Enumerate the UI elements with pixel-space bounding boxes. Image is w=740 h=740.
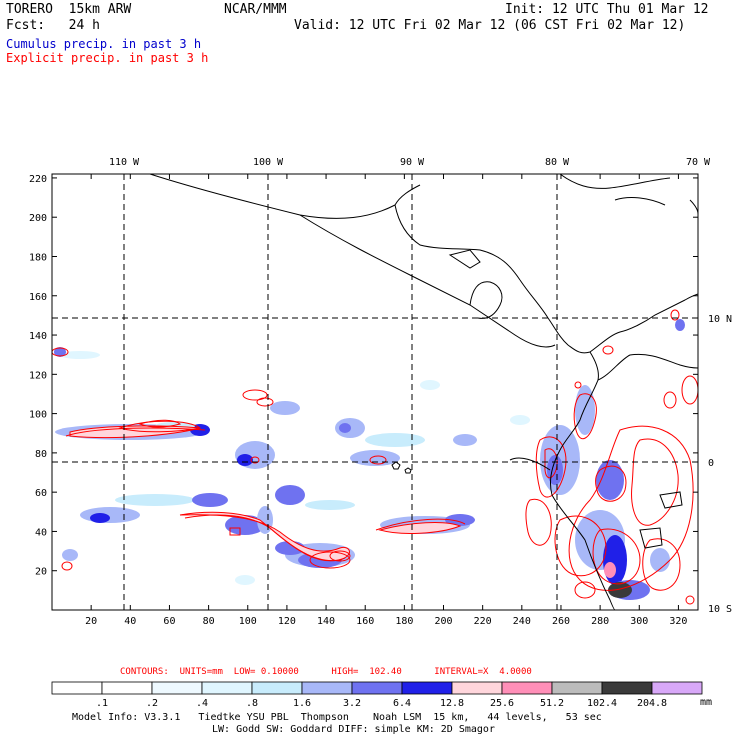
y-tick-label: 40 <box>35 527 47 538</box>
x-tick-label: 160 <box>356 616 374 627</box>
x-tick-label: 260 <box>552 616 570 627</box>
y-tick-label: 160 <box>29 292 47 303</box>
latitude-label: 10 S <box>708 604 732 615</box>
y-tick-label: 200 <box>29 213 47 224</box>
x-tick-label: 40 <box>124 616 136 627</box>
latitude-label: 10 N <box>708 314 732 325</box>
colorbar: .1 .2 .4 .8 1.6 3.2 6.4 12.8 25.6 51.2 102.4 204.8 <box>51 681 703 709</box>
model-info: Model Info: V3.3.1 Tiedtke YSU PBL Thomp… <box>72 712 602 723</box>
colorbar-threshold-label: 3.2 <box>343 698 361 709</box>
colorbar-swatch <box>401 681 453 695</box>
latitude-label: 0 <box>708 458 714 469</box>
longitude-labels: 110 W 100 W 90 W 80 W 70 W <box>109 157 711 168</box>
explicit-precip-field <box>52 309 698 605</box>
longitude-label: 90 W <box>400 157 425 168</box>
colorbar-threshold-label: 51.2 <box>540 698 564 709</box>
y-tick-label: 60 <box>35 488 47 499</box>
colorbar-units: mm <box>700 697 712 708</box>
longitude-label: 80 W <box>545 157 570 168</box>
x-tick-label: 320 <box>669 616 687 627</box>
valid-time: Valid: 12 UTC Fri 02 Mar 12 (06 CST Fri … <box>294 18 686 33</box>
latitude-labels: 10 N 0 10 S <box>708 314 732 615</box>
init-time: Init: 12 UTC Thu 01 Mar 12 <box>505 2 709 17</box>
graticule <box>52 174 698 610</box>
longitude-label: 110 W <box>109 157 140 168</box>
colorbar-threshold-label: .2 <box>146 698 158 709</box>
y-tick-label: 180 <box>29 252 47 263</box>
x-tick-label: 240 <box>513 616 531 627</box>
x-tick-label: 180 <box>395 616 413 627</box>
y-tick-label: 140 <box>29 331 47 342</box>
x-tick-label: 100 <box>239 616 257 627</box>
colorbar-swatch <box>51 681 103 695</box>
y-tick-label: 120 <box>29 370 47 381</box>
colorbar-swatch <box>551 681 603 695</box>
colorbar-swatch <box>451 681 503 695</box>
x-tick-label: 280 <box>591 616 609 627</box>
x-tick-label: 200 <box>434 616 452 627</box>
colorbar-threshold-label: 25.6 <box>490 698 514 709</box>
colorbar-threshold-label: 102.4 <box>587 698 617 709</box>
physics-info: LW: Godd SW: Goddard DIFF: simple KM: 2D… <box>212 724 495 735</box>
colorbar-threshold-label: 12.8 <box>440 698 464 709</box>
x-tick-label: 140 <box>317 616 335 627</box>
x-tick-label: 220 <box>474 616 492 627</box>
colorbar-swatch <box>301 681 353 695</box>
explicit-legend: Explicit precip. in past 3 h <box>6 51 209 65</box>
x-tick-label: 60 <box>163 616 175 627</box>
x-axis-ticks: 20 40 60 80 100 120 140 160 180 200 220 240 260 280 30… <box>85 174 687 627</box>
coastlines <box>149 174 698 610</box>
colorbar-swatch <box>601 681 653 695</box>
colorbar-swatch <box>101 681 153 695</box>
colorbar-swatch <box>501 681 553 695</box>
agency-label: NCAR/MMM <box>224 2 287 17</box>
longitude-label: 70 W <box>686 157 711 168</box>
colorbar-threshold-label: .4 <box>196 698 208 709</box>
y-tick-label: 80 <box>35 449 47 460</box>
x-tick-label: 80 <box>203 616 215 627</box>
forecast-hour: Fcst: 24 h <box>6 18 100 33</box>
colorbar-swatch <box>651 681 703 695</box>
colorbar-swatch <box>351 681 403 695</box>
colorbar-threshold-label: .1 <box>96 698 108 709</box>
colorbar-swatch <box>151 681 203 695</box>
longitude-label: 100 W <box>253 157 284 168</box>
colorbar-threshold-label: 6.4 <box>393 698 411 709</box>
x-tick-label: 20 <box>85 616 97 627</box>
colorbar-threshold-label: 1.6 <box>293 698 311 709</box>
colorbar-swatch <box>201 681 253 695</box>
x-tick-label: 120 <box>278 616 296 627</box>
colorbar-threshold-label: .8 <box>246 698 258 709</box>
colorbar-threshold-label: 204.8 <box>637 698 667 709</box>
y-tick-label: 220 <box>29 174 47 185</box>
contours-info: CONTOURS: UNITS=mm LOW= 0.10000 HIGH= 10… <box>120 667 532 677</box>
y-tick-label: 100 <box>29 410 47 421</box>
colorbar-swatch <box>251 681 303 695</box>
x-tick-label: 300 <box>630 616 648 627</box>
cumulus-legend: Cumulus precip. in past 3 h <box>6 37 202 51</box>
y-axis-ticks: 20 40 60 80 100 120 140 160 180 200 220 <box>29 174 698 578</box>
y-tick-label: 20 <box>35 567 47 578</box>
model-title: TORERO 15km ARW <box>6 2 132 17</box>
